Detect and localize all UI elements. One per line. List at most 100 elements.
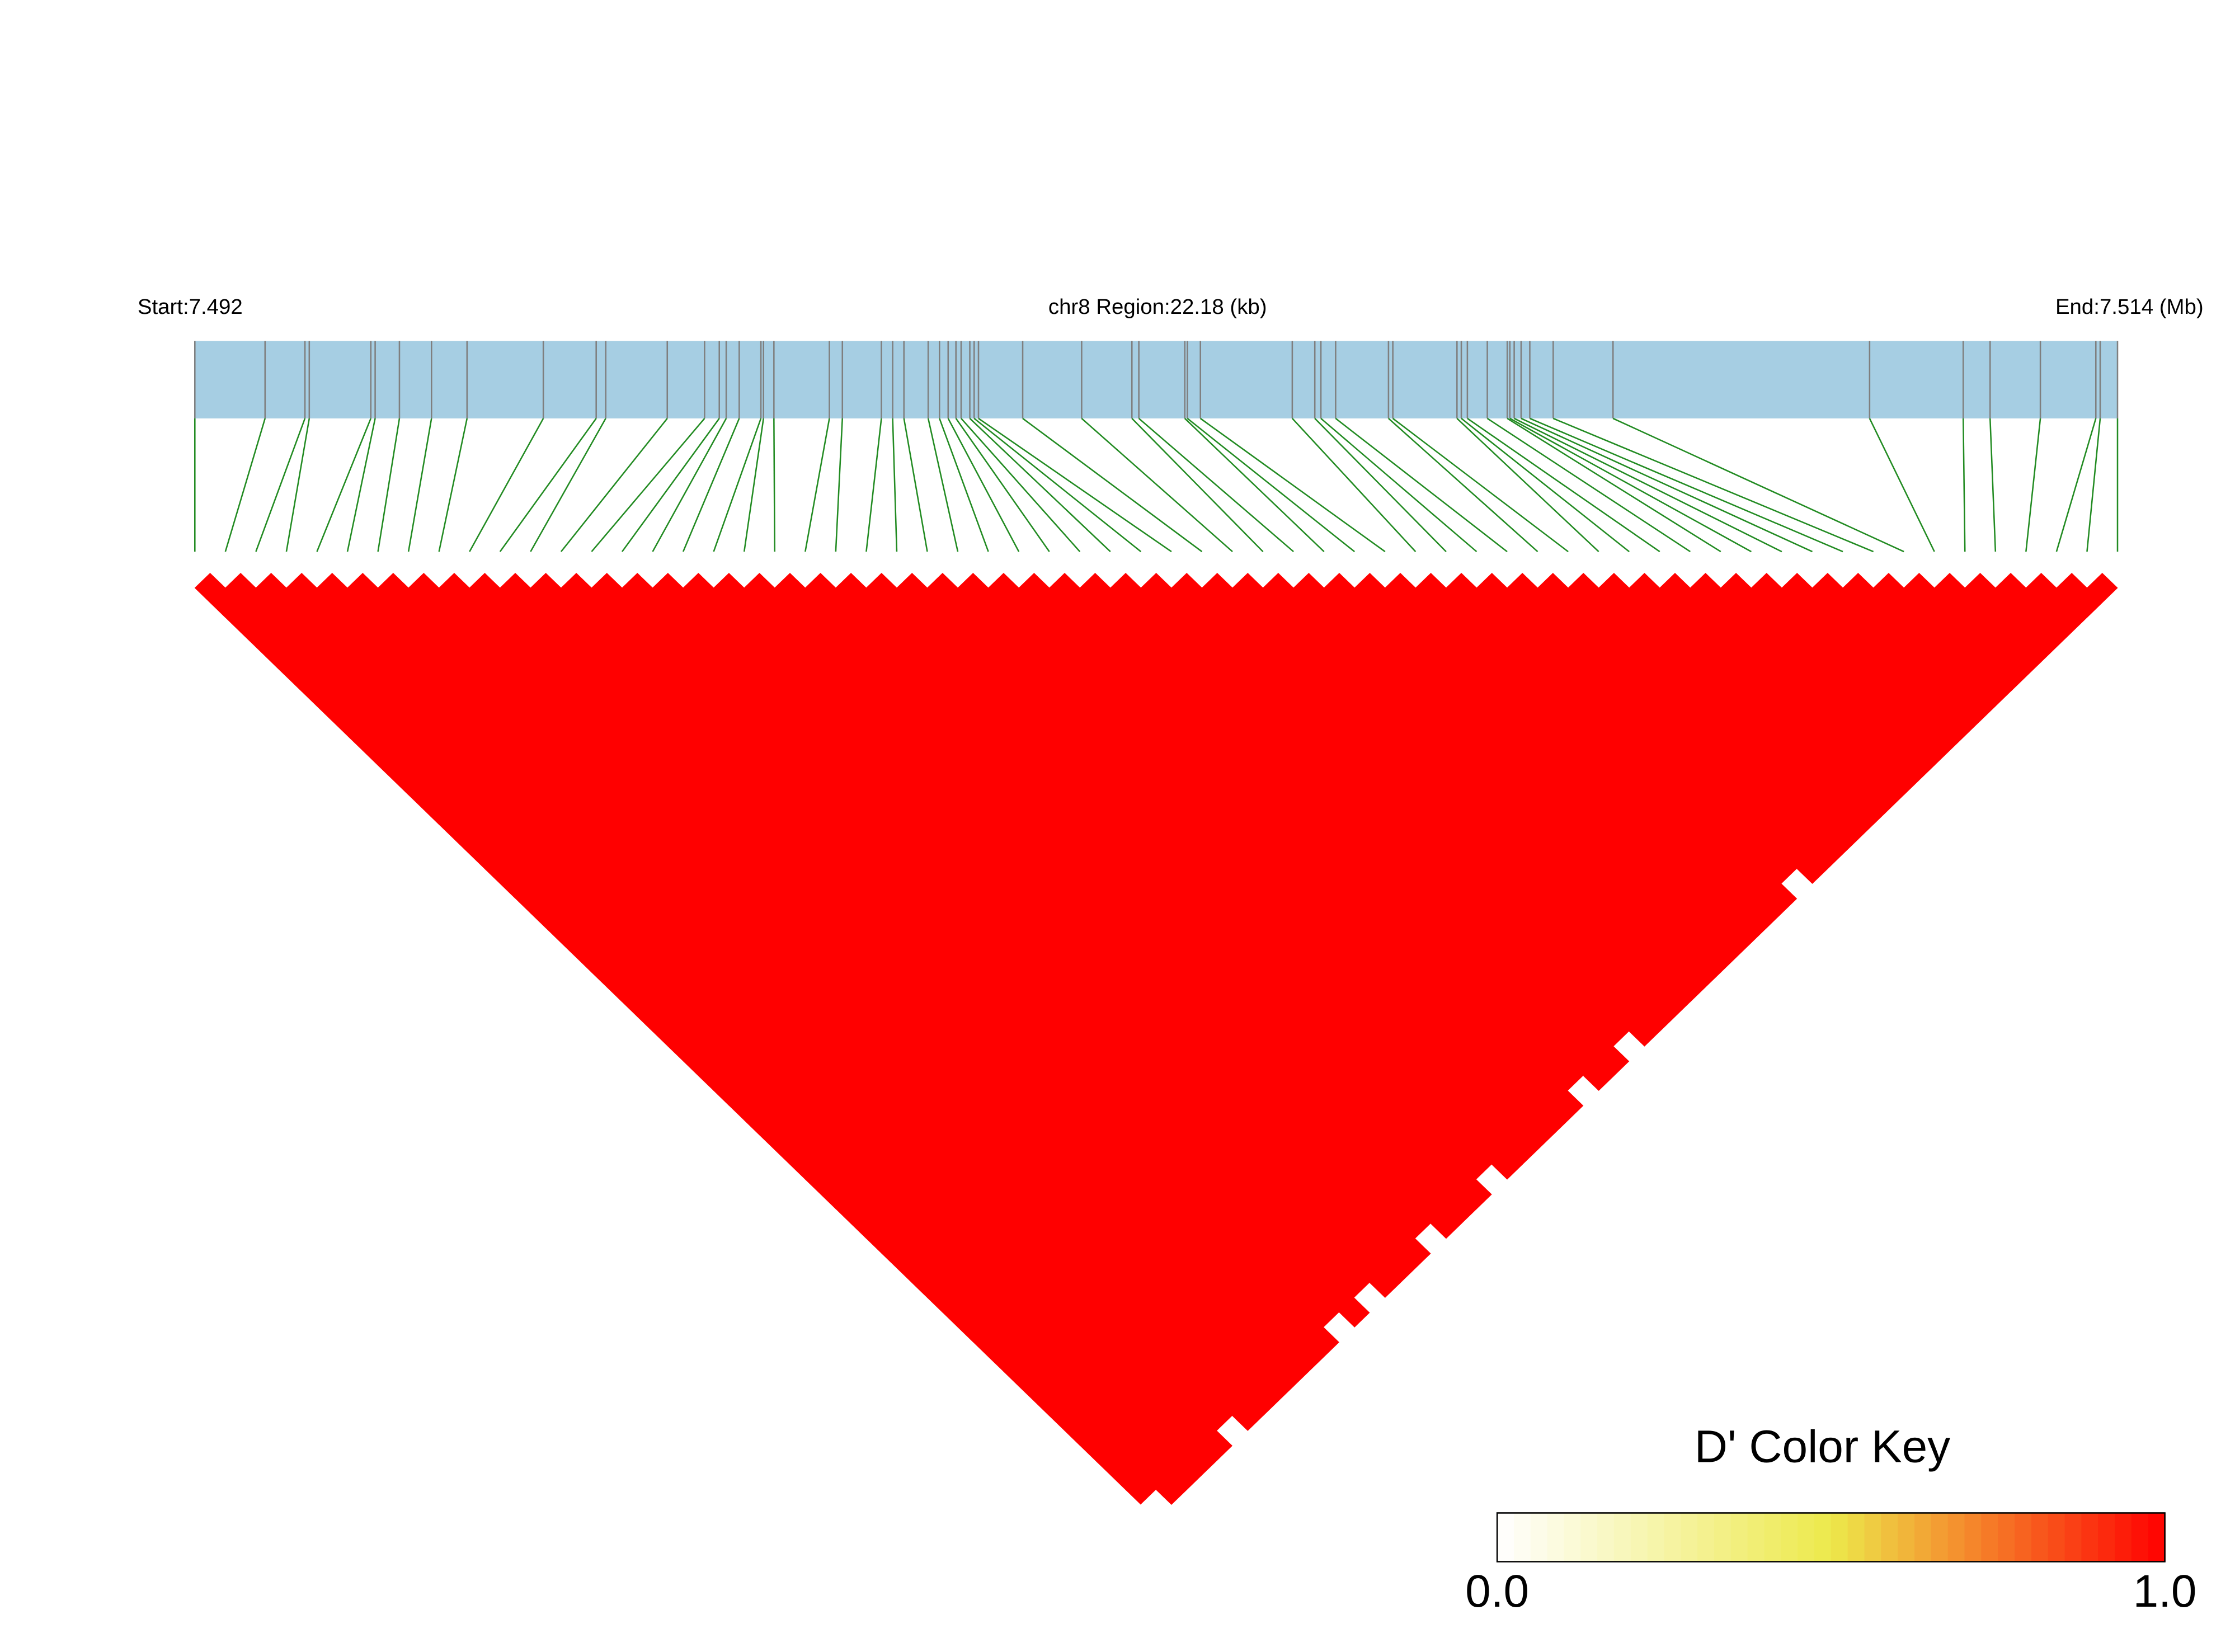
color-key-step bbox=[1798, 1513, 1815, 1562]
snp-connector bbox=[1467, 417, 1660, 553]
snp-connector bbox=[1184, 417, 1325, 553]
color-key-tick-label: 0.0 bbox=[1465, 1566, 1529, 1617]
color-key-step bbox=[1564, 1513, 1582, 1562]
color-key-step bbox=[1681, 1513, 1698, 1562]
end-label: End:7.514 (Mb) bbox=[2055, 295, 2204, 319]
color-key-step bbox=[1513, 1513, 1532, 1562]
color-key-step bbox=[2031, 1513, 2049, 1562]
color-key-frame bbox=[1496, 1512, 2166, 1562]
snp-connector bbox=[1199, 417, 1386, 553]
snp-connector bbox=[804, 418, 830, 552]
snp-connector bbox=[713, 418, 762, 552]
snp-connector bbox=[652, 418, 727, 552]
snp-connector bbox=[1486, 417, 1691, 553]
snp-connector bbox=[469, 418, 544, 552]
color-key-step bbox=[1664, 1513, 1682, 1562]
snp-connector bbox=[1138, 417, 1294, 553]
snp-connector bbox=[1456, 417, 1599, 553]
color-key-step bbox=[1630, 1513, 1648, 1562]
snp-connector bbox=[978, 417, 1172, 553]
snp-connector bbox=[1388, 417, 1538, 553]
snp-connector bbox=[346, 418, 376, 552]
snp-connector bbox=[1335, 417, 1508, 553]
color-key-step bbox=[2064, 1513, 2082, 1562]
snp-connector bbox=[955, 418, 1050, 552]
color-key-step bbox=[1947, 1513, 1965, 1562]
snp-connector bbox=[939, 418, 989, 552]
color-key-step bbox=[1831, 1513, 1848, 1562]
snp-connector bbox=[1320, 417, 1478, 553]
snp-connector bbox=[743, 418, 765, 552]
gene-bar bbox=[195, 341, 2118, 418]
snp-connector bbox=[1521, 417, 1813, 553]
snp-connector bbox=[1612, 417, 1904, 553]
snp-connector bbox=[682, 418, 740, 552]
color-key-step bbox=[1814, 1513, 1832, 1562]
color-key-step bbox=[1881, 1513, 1899, 1562]
color-key-step bbox=[1847, 1513, 1865, 1562]
snp-connector bbox=[2055, 418, 2097, 552]
snp-connector bbox=[1022, 417, 1203, 553]
color-key-step bbox=[1530, 1513, 1548, 1562]
snp-connector bbox=[1187, 417, 1356, 553]
color-key-step bbox=[2048, 1513, 2065, 1562]
snp-connector bbox=[927, 418, 959, 552]
snp-connector bbox=[973, 417, 1142, 553]
snp-connector bbox=[2086, 418, 2101, 552]
color-key-step bbox=[1898, 1513, 1916, 1562]
color-key-step bbox=[1497, 1513, 1515, 1562]
color-key-step bbox=[2098, 1513, 2116, 1562]
color-key-tick-label: 1.0 bbox=[2133, 1566, 2197, 1617]
snp-connector bbox=[1507, 417, 1721, 553]
color-key-step bbox=[2015, 1513, 2032, 1562]
snp-connector bbox=[1514, 417, 1782, 553]
snp-connector bbox=[377, 418, 401, 552]
color-key-step bbox=[1964, 1513, 1982, 1562]
snp-connector bbox=[1962, 418, 1966, 552]
snp-connector bbox=[499, 418, 597, 552]
snp-connector bbox=[285, 418, 310, 552]
snp-connector bbox=[1989, 418, 1997, 552]
start-label: Start:7.492 bbox=[138, 295, 243, 319]
snp-connector bbox=[969, 417, 1111, 553]
snp-connector bbox=[1081, 417, 1233, 553]
snp-connector bbox=[621, 418, 720, 552]
color-key-title: D' Color Key bbox=[1695, 1421, 1950, 1472]
color-key-step bbox=[1931, 1513, 1949, 1562]
snp-connector bbox=[1131, 418, 1264, 552]
color-key-step bbox=[1981, 1513, 1999, 1562]
color-key-step bbox=[1781, 1513, 1799, 1562]
snp-connector bbox=[2025, 418, 2041, 552]
snp-connector bbox=[1291, 418, 1417, 552]
color-key-step bbox=[1914, 1513, 1932, 1562]
snp-connector bbox=[255, 418, 306, 552]
snp-connector bbox=[1529, 417, 1843, 553]
snp-connector bbox=[961, 418, 1081, 552]
color-key-step bbox=[1613, 1513, 1632, 1562]
color-key-step bbox=[2131, 1513, 2149, 1562]
ld-cell bbox=[2086, 572, 2118, 603]
color-key-step bbox=[1864, 1513, 1882, 1562]
snp-connector bbox=[224, 418, 266, 552]
snp-connector bbox=[591, 418, 705, 552]
snp-connector bbox=[316, 418, 372, 552]
snp-connector bbox=[438, 418, 468, 552]
snp-connector bbox=[865, 418, 882, 552]
snp-connector bbox=[1392, 417, 1569, 553]
color-key-step bbox=[2081, 1513, 2099, 1562]
snp-connector bbox=[560, 418, 668, 552]
color-key-step bbox=[1647, 1513, 1665, 1562]
color-key-step bbox=[1764, 1513, 1782, 1562]
color-key-step bbox=[1747, 1513, 1765, 1562]
color-key-step bbox=[1597, 1513, 1615, 1562]
color-key-step bbox=[1697, 1513, 1715, 1562]
snp-connector bbox=[1509, 417, 1752, 553]
snp-connector bbox=[530, 418, 606, 552]
snp-connector bbox=[1314, 418, 1447, 552]
snp-connector bbox=[407, 418, 432, 552]
color-key-step bbox=[1580, 1513, 1598, 1562]
snp-connector bbox=[835, 418, 844, 552]
color-key-step bbox=[2148, 1513, 2166, 1562]
